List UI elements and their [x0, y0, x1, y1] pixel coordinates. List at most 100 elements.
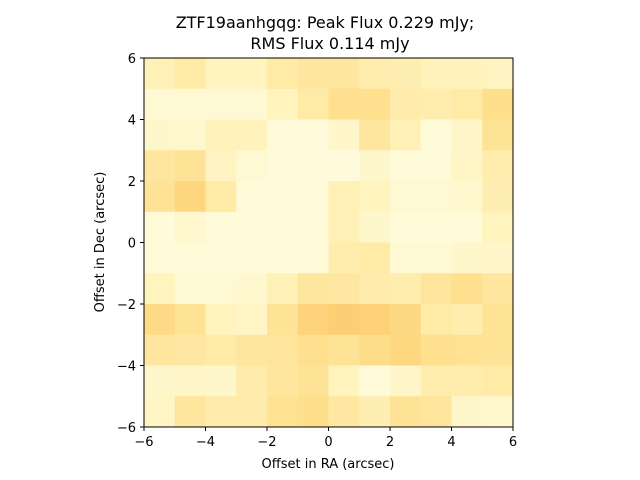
heatmap-cell: [297, 273, 329, 305]
heatmap-cell: [359, 334, 391, 366]
heatmap-cell: [267, 150, 299, 182]
heatmap-cell: [297, 58, 329, 90]
heatmap-cell: [297, 334, 329, 366]
heatmap-cell: [267, 181, 299, 213]
heatmap-cell: [174, 396, 206, 428]
heatmap-cell: [236, 211, 268, 243]
heatmap-cell: [236, 365, 268, 397]
heatmap-cell: [267, 242, 299, 274]
heatmap-cell: [390, 304, 422, 336]
x-axis-label: Offset in RA (arcsec): [262, 457, 395, 472]
heatmap-cell: [297, 304, 329, 336]
chart-title-line1: ZTF19aanhgqg: Peak Flux 0.229 mJy;: [176, 13, 475, 32]
chart-title-line2: RMS Flux 0.114 mJy: [250, 34, 409, 53]
heatmap-cell: [359, 88, 391, 120]
heatmap-cell: [359, 150, 391, 182]
heatmap-cell: [328, 273, 360, 305]
heatmap-cell: [482, 242, 514, 274]
heatmap-cell: [236, 88, 268, 120]
x-tick-label: −4: [196, 435, 215, 450]
heatmap-cell: [359, 58, 391, 90]
heatmap-cell: [297, 181, 329, 213]
heatmap-cell: [359, 273, 391, 305]
heatmap-cell: [236, 304, 268, 336]
heatmap-cell: [482, 304, 514, 336]
heatmap-cell: [390, 242, 422, 274]
heatmap-cell: [359, 365, 391, 397]
heatmap-cell: [451, 396, 483, 428]
heatmap-cell: [236, 58, 268, 90]
heatmap-cell: [205, 365, 237, 397]
heatmap-cell: [205, 396, 237, 428]
heatmap-cell: [390, 211, 422, 243]
heatmap-cell: [174, 119, 206, 151]
heatmap-cell: [205, 119, 237, 151]
heatmap-cell: [267, 273, 299, 305]
heatmap-cell: [390, 119, 422, 151]
heatmap-cell: [236, 396, 268, 428]
y-axis-label: Offset in Dec (arcsec): [93, 172, 108, 313]
heatmap-cell: [144, 181, 176, 213]
heatmap-cell: [451, 88, 483, 120]
y-tick-label: 4: [128, 114, 136, 129]
heatmap-cell: [236, 181, 268, 213]
heatmap-cell: [297, 150, 329, 182]
heatmap-cell: [359, 396, 391, 428]
heatmap-cell: [390, 396, 422, 428]
heatmap-cell: [297, 88, 329, 120]
heatmap-cell: [420, 88, 452, 120]
heatmap-cell: [482, 150, 514, 182]
heatmap-cell: [205, 334, 237, 366]
heatmap-cell: [451, 334, 483, 366]
heatmap-cell: [420, 211, 452, 243]
heatmap-cell: [328, 334, 360, 366]
heatmap-cell: [420, 119, 452, 151]
heatmap-cell: [144, 119, 176, 151]
x-axis: −6 −4 −2 0 2 4 6: [134, 427, 517, 450]
heatmap-cell: [144, 88, 176, 120]
heatmap-cell: [359, 181, 391, 213]
heatmap-cell: [420, 58, 452, 90]
heatmap-cell: [420, 242, 452, 274]
heatmap-cell: [205, 150, 237, 182]
heatmap-cell: [482, 58, 514, 90]
heatmap-cell: [205, 88, 237, 120]
heatmap-cell: [482, 88, 514, 120]
heatmap-cell: [174, 334, 206, 366]
heatmap-cell: [482, 181, 514, 213]
x-tick-label: 2: [386, 435, 394, 450]
heatmap-cell: [297, 119, 329, 151]
heatmap-cell: [390, 88, 422, 120]
heatmap-cell: [482, 211, 514, 243]
heatmap-cell: [482, 334, 514, 366]
y-tick-label: −2: [117, 298, 136, 313]
heatmap-cell: [451, 365, 483, 397]
heatmap-cell: [174, 242, 206, 274]
heatmap-cell: [267, 119, 299, 151]
heatmap-cell: [236, 242, 268, 274]
y-tick-label: −4: [117, 360, 136, 375]
heatmap-cell: [328, 304, 360, 336]
heatmap-cell: [482, 273, 514, 305]
heatmap-cell: [328, 211, 360, 243]
heatmap-cell: [144, 273, 176, 305]
heatmap-cell: [451, 304, 483, 336]
heatmap-cell: [451, 273, 483, 305]
heatmap-cell: [267, 304, 299, 336]
heatmap-cell: [205, 58, 237, 90]
heatmap-cell: [451, 211, 483, 243]
y-tick-label: 6: [128, 52, 136, 67]
heatmap-cell: [451, 181, 483, 213]
x-tick-label: 6: [509, 435, 517, 450]
heatmap: [144, 58, 514, 428]
heatmap-cell: [420, 334, 452, 366]
heatmap-cell: [144, 242, 176, 274]
heatmap-cell: [420, 273, 452, 305]
heatmap-cell: [267, 88, 299, 120]
heatmap-cell: [297, 365, 329, 397]
heatmap-cell: [144, 150, 176, 182]
heatmap-cell: [297, 242, 329, 274]
heatmap-cell: [267, 396, 299, 428]
heatmap-cell: [267, 334, 299, 366]
